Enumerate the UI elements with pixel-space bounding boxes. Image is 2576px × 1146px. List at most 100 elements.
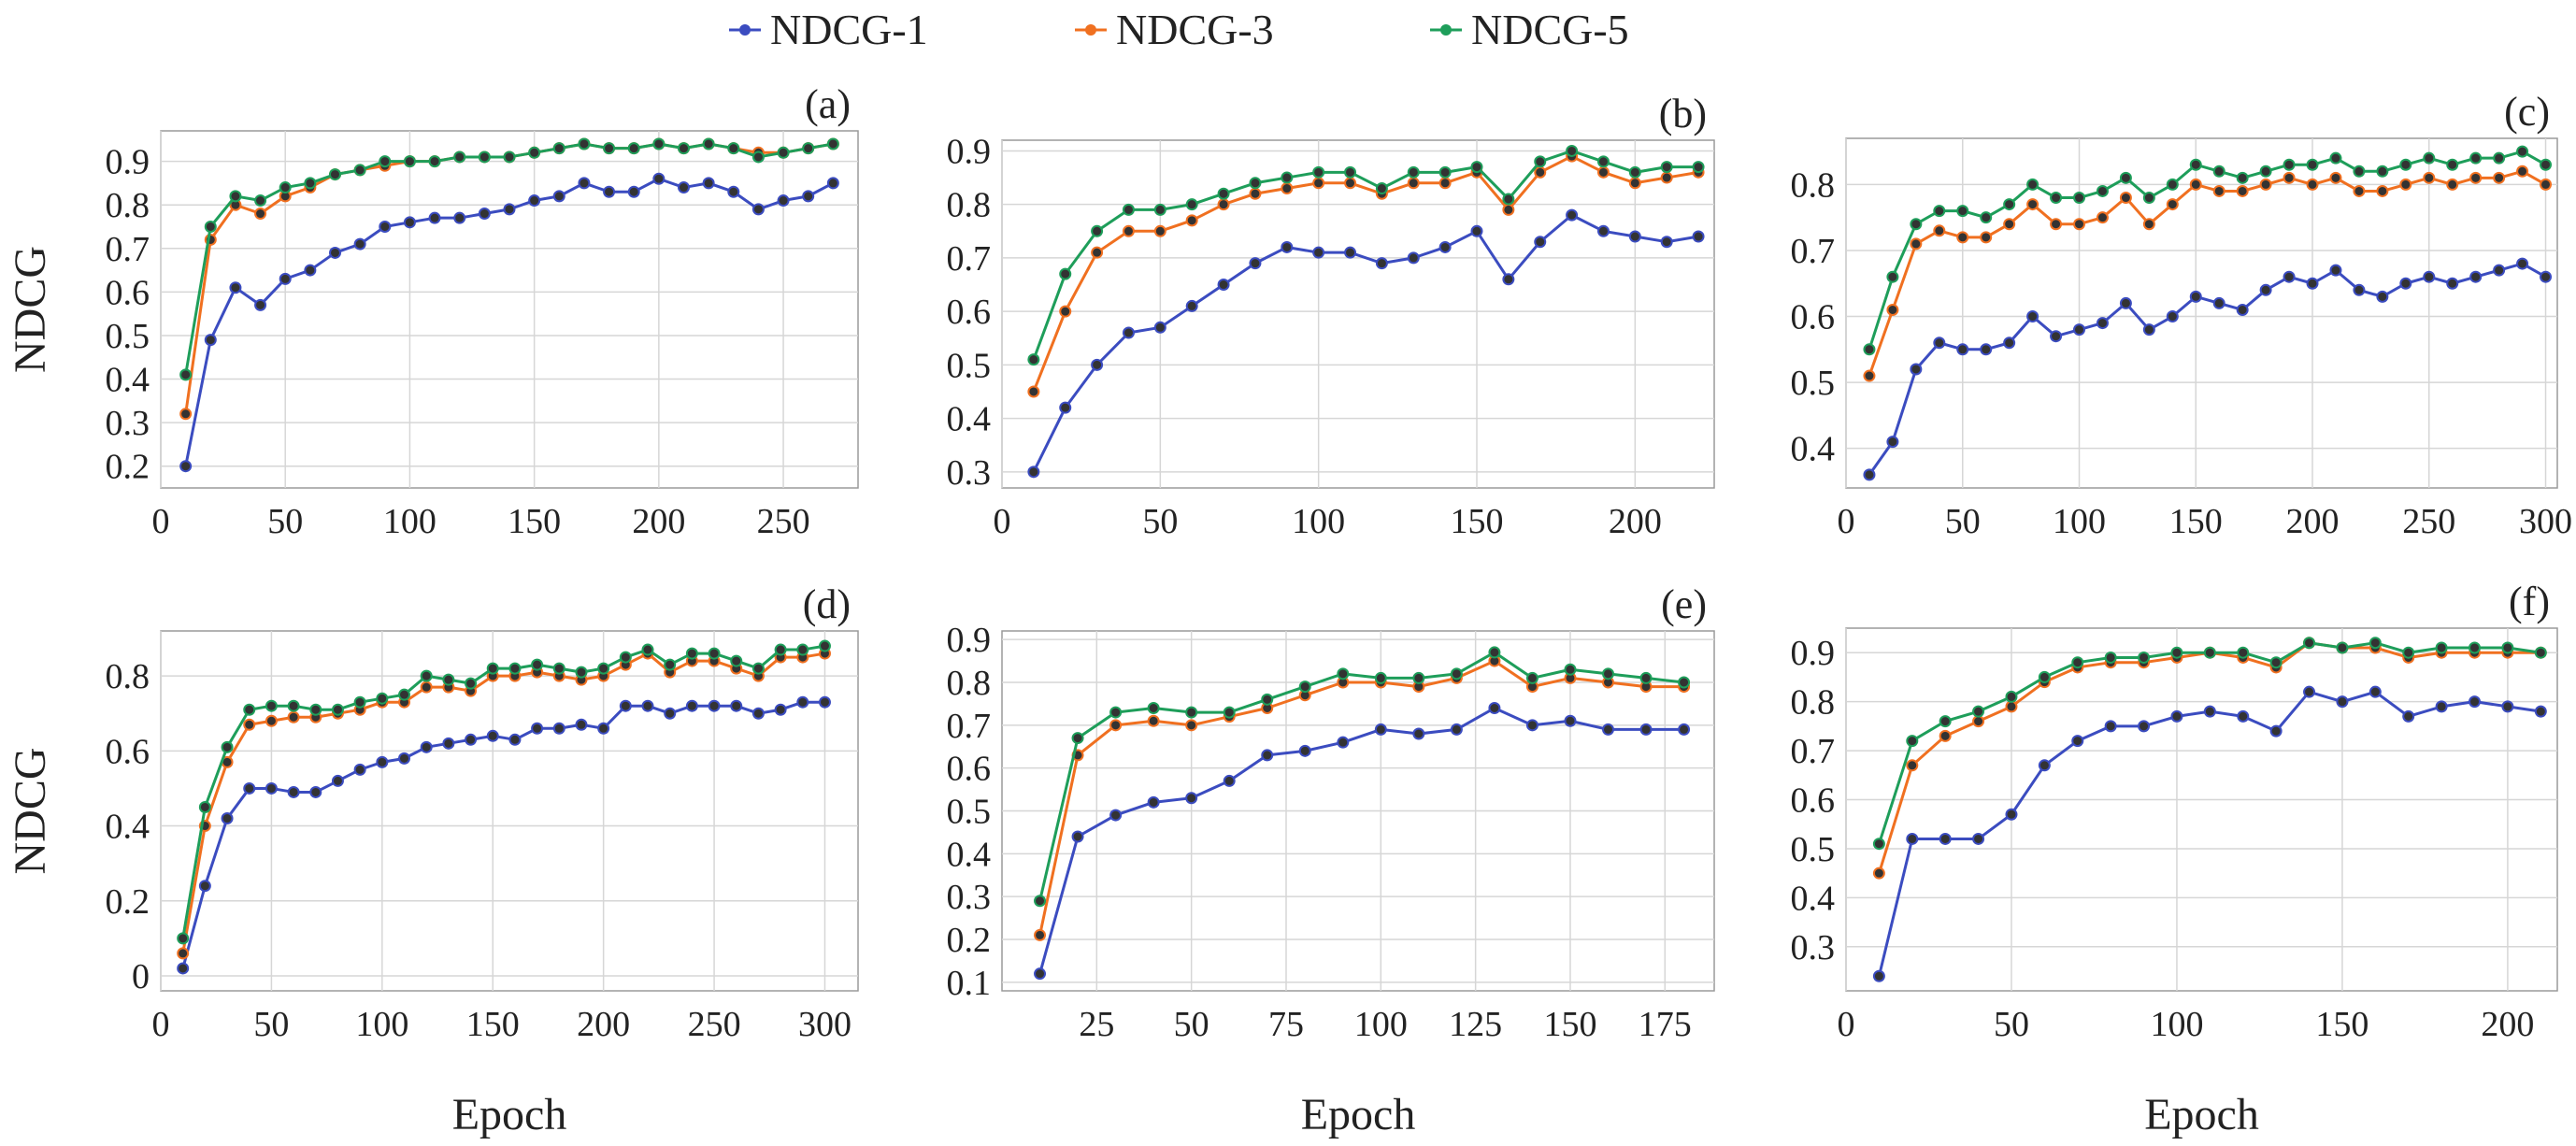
series-ndcg-5 xyxy=(1034,646,1691,908)
y-tick-label: 0.2 xyxy=(947,921,992,960)
x-tick-label: 200 xyxy=(632,502,685,541)
data-point xyxy=(2269,656,2283,669)
data-point xyxy=(597,722,610,735)
data-point xyxy=(1564,714,1577,727)
data-point xyxy=(2026,198,2039,211)
data-point xyxy=(486,662,499,675)
data-point xyxy=(2469,270,2483,283)
data-point xyxy=(2003,337,2016,350)
data-point xyxy=(2138,651,2151,664)
data-point xyxy=(1147,714,1160,727)
data-point xyxy=(2050,192,2063,205)
data-point xyxy=(1566,208,1579,222)
data-point xyxy=(1886,436,1899,449)
data-point xyxy=(428,211,441,224)
data-point xyxy=(2259,165,2272,178)
data-point xyxy=(353,695,366,709)
data-point xyxy=(751,203,765,216)
legend-label: NDCG-5 xyxy=(1471,6,1629,53)
data-point xyxy=(818,695,831,709)
data-point xyxy=(304,177,317,190)
data-point xyxy=(1109,809,1123,822)
data-point xyxy=(1027,466,1040,479)
data-point xyxy=(1980,343,1993,356)
data-point xyxy=(1153,203,1166,216)
data-point xyxy=(1059,267,1072,280)
data-point xyxy=(1692,161,1705,174)
data-point xyxy=(1566,144,1579,157)
data-point xyxy=(453,150,466,164)
data-point xyxy=(179,460,193,473)
data-point xyxy=(597,662,610,675)
panel-label: (f) xyxy=(2509,579,2550,624)
y-tick-label: 0.8 xyxy=(1791,683,1836,723)
data-point xyxy=(2003,218,2016,231)
data-point xyxy=(1034,895,1047,908)
legend-swatch-marker xyxy=(1440,24,1452,36)
data-point xyxy=(2376,165,2389,178)
y-tick-label: 0.9 xyxy=(947,132,992,171)
data-point xyxy=(403,155,416,168)
data-point xyxy=(1027,385,1040,398)
data-point xyxy=(1059,401,1072,414)
x-tick-label: 50 xyxy=(1174,1005,1209,1044)
data-point xyxy=(2501,641,2514,654)
x-tick-label: 0 xyxy=(1838,502,1855,541)
data-point xyxy=(508,733,522,746)
plot-area xyxy=(1845,137,2558,489)
data-point xyxy=(1906,759,1919,772)
data-point xyxy=(2540,270,2553,283)
data-point xyxy=(420,669,433,682)
series-ndcg-1 xyxy=(1027,208,1705,479)
x-tick-label: 175 xyxy=(1639,1005,1692,1044)
plot-area xyxy=(1845,627,2558,992)
x-tick-label: 200 xyxy=(1609,502,1662,541)
data-point xyxy=(1956,205,1969,218)
data-point xyxy=(478,150,491,164)
data-point xyxy=(465,733,478,746)
data-point xyxy=(1692,230,1705,243)
data-point xyxy=(1249,187,1262,200)
data-point xyxy=(287,785,300,798)
y-axis-title: NDCG xyxy=(6,246,55,373)
data-point xyxy=(2469,695,2482,709)
legend-label: NDCG-3 xyxy=(1116,6,1274,53)
x-tick-label: 0 xyxy=(152,1005,170,1044)
data-point xyxy=(1412,671,1425,684)
series-ndcg-1 xyxy=(179,172,839,473)
data-point xyxy=(777,194,790,208)
legend-item-ndcg-5: NDCG-5 xyxy=(1430,6,1629,53)
data-point xyxy=(1375,257,1388,270)
data-point xyxy=(1407,177,1420,190)
data-point xyxy=(727,185,740,198)
series-ndcg-1 xyxy=(1034,702,1691,981)
data-point xyxy=(2501,700,2514,713)
data-point xyxy=(2336,641,2349,654)
y-tick-label: 0.5 xyxy=(947,793,992,832)
x-tick-label: 100 xyxy=(2150,1005,2203,1044)
data-point xyxy=(1863,468,1876,481)
x-tick-label: 150 xyxy=(508,502,561,541)
data-point xyxy=(2119,192,2132,205)
data-point xyxy=(2446,178,2459,191)
data-point xyxy=(552,190,565,203)
data-point xyxy=(1502,203,1515,216)
data-point xyxy=(2353,184,2366,197)
series-ndcg-3 xyxy=(1027,150,1705,398)
data-point xyxy=(1596,224,1610,237)
series-line xyxy=(1038,651,1684,902)
data-point xyxy=(2096,184,2109,197)
series-ndcg-5 xyxy=(1863,145,2553,356)
data-point xyxy=(279,181,292,194)
series-ndcg-1 xyxy=(1872,685,2547,982)
data-point xyxy=(2259,283,2272,296)
series-ndcg-3 xyxy=(1863,165,2553,382)
data-point xyxy=(1534,165,1547,179)
data-point xyxy=(1091,224,1104,237)
data-point xyxy=(1438,177,1452,190)
data-point xyxy=(1933,337,1946,350)
data-point xyxy=(2399,178,2412,191)
x-tick-label: 100 xyxy=(383,502,436,541)
data-point xyxy=(1217,198,1230,211)
panel-label: (d) xyxy=(803,581,851,627)
